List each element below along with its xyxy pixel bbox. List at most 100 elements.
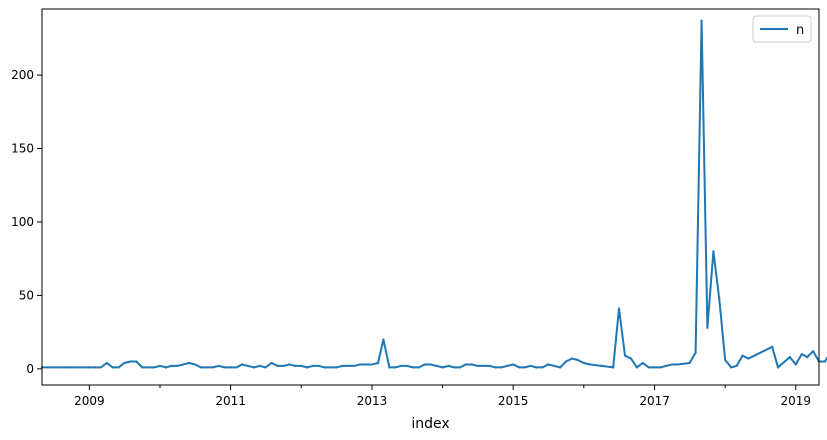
data-point: [582, 361, 585, 365]
data-point: [523, 366, 526, 369]
data-point: [659, 366, 662, 369]
x-tick-label: 2011: [215, 394, 246, 408]
data-point: [800, 353, 803, 356]
x-axis-ticks: 2009 2011 2013 2015 2017 2019: [74, 385, 811, 408]
data-point: [700, 19, 703, 22]
data-point: [529, 364, 532, 368]
data-point: [482, 364, 485, 368]
x-tick-label: 2015: [498, 394, 529, 408]
data-point: [211, 366, 214, 369]
data-point: [518, 366, 521, 369]
data-point: [311, 364, 314, 368]
data-point: [647, 366, 650, 369]
data-point: [88, 366, 91, 369]
data-point: [64, 366, 67, 369]
data-point: [76, 366, 79, 369]
data-point: [500, 366, 503, 369]
data-point: [276, 364, 279, 368]
data-point: [653, 366, 656, 369]
data-point: [229, 366, 232, 369]
data-point: [600, 364, 603, 368]
data-point: [623, 354, 627, 357]
data-point: [670, 363, 674, 366]
data-point: [382, 338, 385, 341]
data-point: [617, 307, 621, 310]
data-point: [541, 366, 544, 369]
data-point: [329, 366, 332, 369]
y-tick-label: 200: [11, 68, 34, 82]
data-point: [46, 366, 50, 369]
data-point: [170, 364, 173, 368]
data-point: [306, 366, 309, 369]
data-point: [353, 364, 356, 368]
x-tick-label: 2013: [357, 394, 388, 408]
data-point: [706, 326, 709, 329]
data-point: [111, 366, 114, 369]
data-point: [388, 366, 391, 369]
data-point: [188, 361, 191, 365]
data-point: [535, 366, 538, 369]
data-point: [129, 360, 132, 363]
data-point: [435, 364, 438, 368]
data-point: [252, 366, 255, 369]
data-point: [364, 363, 368, 366]
data-point: [394, 366, 397, 369]
data-point: [117, 366, 120, 369]
data-point: [688, 361, 691, 365]
y-tick-label: 0: [26, 362, 34, 376]
data-point: [423, 363, 426, 366]
x-tick-label: 2017: [639, 394, 670, 408]
data-point: [147, 366, 150, 369]
y-tick-label: 150: [11, 142, 34, 156]
data-point: [553, 364, 556, 368]
data-point: [317, 364, 320, 368]
data-point: [135, 360, 138, 363]
data-point: [94, 366, 97, 369]
data-point: [82, 366, 85, 369]
data-point: [576, 358, 579, 362]
data-point: [641, 361, 644, 365]
legend: n: [752, 15, 812, 43]
data-point: [747, 357, 750, 360]
data-point: [512, 363, 515, 366]
data-point: [506, 364, 509, 368]
data-point: [411, 366, 415, 369]
data-point: [694, 351, 697, 354]
plot-frame: [41, 8, 820, 386]
data-point: [488, 364, 491, 368]
data-point: [405, 364, 409, 368]
data-point: [823, 360, 827, 363]
data-point: [788, 355, 791, 359]
data-point: [635, 366, 638, 369]
data-point: [718, 297, 721, 300]
data-point: [417, 366, 421, 369]
data-point: [588, 363, 591, 366]
data-point: [264, 366, 267, 369]
data-point: [205, 366, 209, 369]
data-point: [158, 364, 162, 368]
data-point: [58, 366, 61, 369]
data-point: [724, 358, 727, 362]
data-point: [52, 366, 55, 369]
data-point: [193, 363, 197, 366]
data-point: [547, 363, 550, 366]
data-point: [288, 363, 291, 366]
data-point: [564, 360, 568, 363]
data-point: [347, 364, 350, 368]
data-point: [141, 366, 144, 369]
data-point: [258, 364, 261, 368]
data-point: [494, 366, 497, 369]
data-point: [458, 366, 462, 369]
data-point: [812, 350, 815, 353]
y-axis-ticks: 0 50 100 150 200: [11, 68, 42, 376]
data-point: [282, 364, 285, 368]
data-point: [712, 250, 715, 253]
legend-entry-n: n: [796, 23, 804, 38]
data-point: [629, 357, 633, 360]
data-point: [559, 366, 562, 369]
data-point: [470, 363, 473, 366]
data-point: [105, 361, 108, 365]
data-point: [376, 361, 380, 365]
data-point: [464, 363, 467, 366]
